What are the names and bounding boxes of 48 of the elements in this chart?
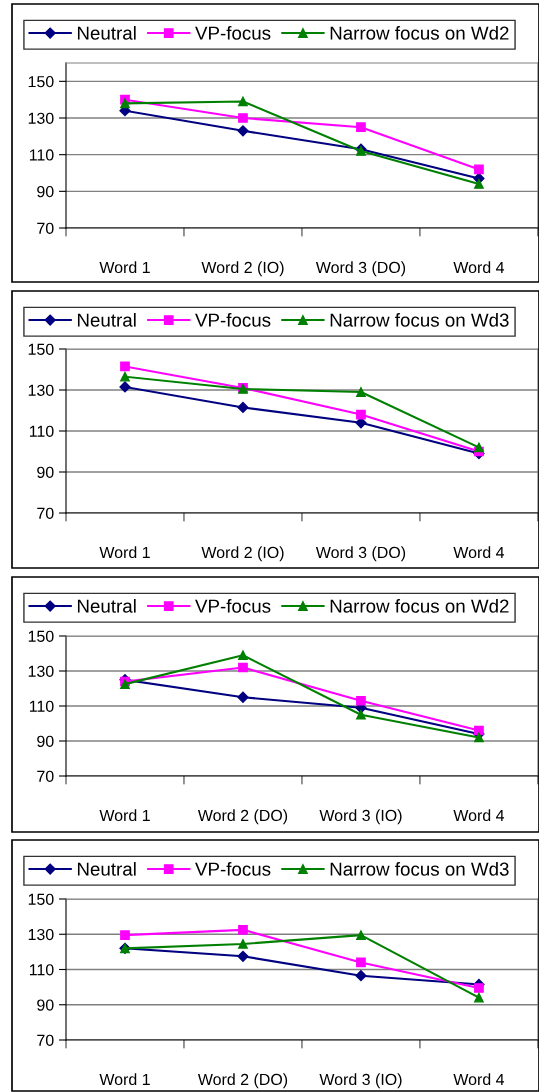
y-tick-label: 90 [37, 735, 54, 747]
x-tick-label: Word 4 [453, 261, 505, 274]
y-tick-label: 110 [29, 700, 54, 712]
y-tick-label: 110 [29, 149, 54, 161]
y-tick-label: 70 [37, 770, 54, 782]
legend-label: Narrow focus on Wd2 [330, 599, 509, 613]
legend-label: Narrow focus on Wd3 [330, 862, 509, 876]
legend-label: Neutral [77, 26, 136, 40]
y-tick-label: 130 [28, 665, 54, 677]
legend-label: Narrow focus on Wd2 [330, 26, 509, 40]
y-tick-label: 90 [37, 466, 54, 478]
x-tick-label: Word 3 (IO) [319, 809, 402, 825]
y-tick-label: 90 [37, 185, 54, 198]
legend-label: Narrow focus on Wd3 [330, 313, 509, 327]
x-tick-label: Word 4 [453, 546, 505, 559]
x-tick-label: Word 1 [99, 261, 150, 274]
y-tick-label: 70 [37, 507, 54, 519]
x-tick-label: Word 2 (DO) [197, 1073, 288, 1089]
y-tick-label: 110 [29, 425, 54, 437]
y-tick-label: 150 [28, 343, 54, 355]
legend-label: VP-focus [195, 862, 271, 876]
x-tick-label: Word 4 [453, 809, 505, 822]
y-tick-label: 150 [28, 75, 54, 88]
x-tick-label: Word 1 [99, 1073, 150, 1086]
y-tick-label: 130 [28, 112, 54, 124]
legend-label: VP-focus [195, 26, 271, 40]
x-tick-label: Word 3 (DO) [315, 261, 406, 277]
x-tick-label: Word 1 [99, 546, 150, 559]
x-tick-label: Word 1 [99, 809, 150, 822]
y-tick-label: 70 [37, 222, 54, 234]
y-tick-label: 130 [28, 384, 54, 396]
legend-label: Neutral [77, 313, 136, 327]
legend-label: VP-focus [195, 599, 271, 613]
x-tick-label: Word 2 (IO) [201, 546, 284, 562]
legend-label: VP-focus [195, 313, 271, 327]
x-tick-label: Word 3 (DO) [315, 546, 406, 562]
legend-label: Neutral [77, 599, 136, 613]
x-tick-label: Word 3 (IO) [319, 1073, 402, 1089]
y-tick-label: 150 [28, 630, 54, 642]
y-tick-label: 150 [28, 893, 54, 905]
x-tick-label: Word 2 (IO) [201, 261, 284, 277]
y-tick-label: 130 [28, 928, 54, 941]
legend-label: Neutral [77, 862, 136, 876]
x-tick-label: Word 2 (DO) [197, 809, 288, 825]
y-tick-label: 70 [37, 1034, 54, 1046]
y-tick-label: 110 [29, 964, 54, 976]
y-tick-label: 90 [37, 999, 54, 1011]
x-tick-label: Word 4 [453, 1073, 505, 1086]
